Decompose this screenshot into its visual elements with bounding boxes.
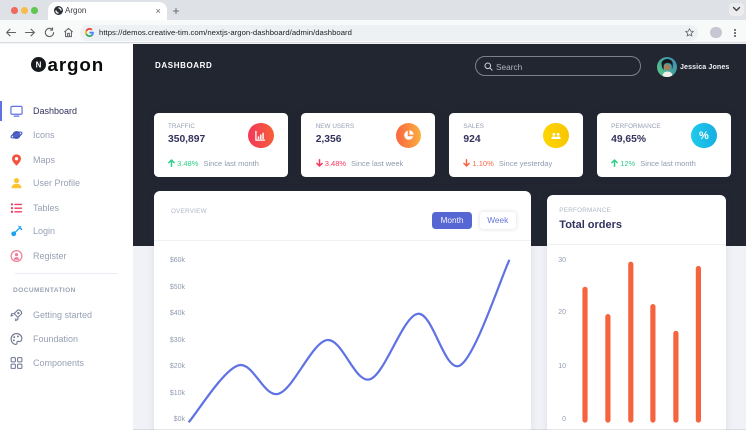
svg-text:N: N (36, 61, 42, 70)
